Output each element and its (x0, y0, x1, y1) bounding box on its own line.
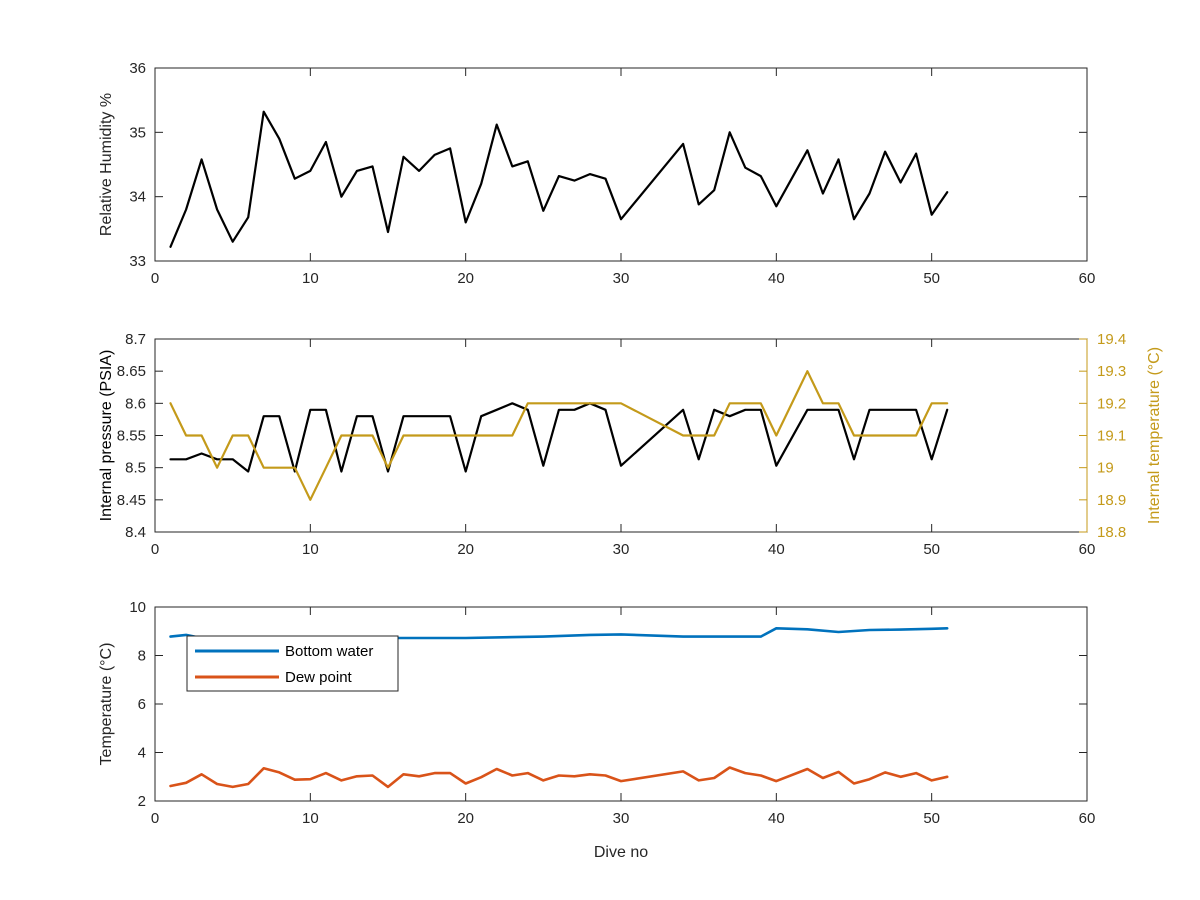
x-tick-label: 50 (923, 810, 940, 827)
x-tick-label: 30 (613, 541, 630, 558)
series-line-2-1 (169, 402, 949, 473)
y-axis-title: Internal pressure (PSIA) (98, 350, 115, 522)
x-tick-label: 0 (151, 270, 159, 287)
y-right-tick-label: 19.4 (1097, 331, 1126, 348)
subplot-3: 0 10 20 30 40 50 60 2 4 6 8 10 Temperature (°C) Dive … (98, 599, 1095, 861)
y-tick-label: 2 (138, 793, 146, 810)
x-tick-label: 60 (1079, 541, 1096, 558)
x-tick-label: 40 (768, 541, 785, 558)
x-tick-label: 10 (302, 270, 319, 287)
y-axis-title: Temperature (°C) (98, 643, 115, 766)
y-tick-label: 8.7 (125, 331, 146, 348)
legend-box (186, 635, 399, 692)
x-tick-label: 60 (1079, 270, 1096, 287)
y-axis-title-right: Internal temperature (°C) (1146, 347, 1163, 524)
y-axis-title: Relative Humidity % (98, 93, 115, 236)
x-tick-label: 50 (923, 541, 940, 558)
subplot-1: 0 10 20 30 40 50 60 33 34 35 36 Relative Humidity % (98, 60, 1095, 287)
y-tick-label: 10 (129, 599, 146, 616)
x-tick-label: 20 (457, 541, 474, 558)
x-tick-label: 30 (613, 270, 630, 287)
y-tick-label: 4 (138, 745, 146, 762)
y-tick-label: 8.45 (117, 492, 146, 509)
y-tick-label: 35 (129, 124, 146, 141)
legend-label: Bottom water (285, 643, 373, 660)
series-line-1-1 (169, 110, 949, 248)
y-right-tick-label: 18.9 (1097, 492, 1126, 509)
y-tick-label: 8.55 (117, 428, 146, 445)
x-tick-label: 30 (613, 810, 630, 827)
y-right-tick-label: 19.3 (1097, 363, 1126, 380)
y-tick-label: 36 (129, 60, 146, 77)
series-line-dew-point (169, 766, 949, 789)
x-axis-title: Dive no (594, 844, 648, 861)
x-tick-label: 60 (1079, 810, 1096, 827)
y-right-tick-label: 19 (1097, 460, 1114, 477)
x-tick-label: 10 (302, 541, 319, 558)
y-tick-label: 8.6 (125, 395, 146, 412)
y-tick-label: 6 (138, 696, 146, 713)
x-tick-label: 20 (457, 810, 474, 827)
y-right-tick-label: 18.8 (1097, 524, 1126, 541)
x-tick-label: 40 (768, 270, 785, 287)
x-tick-label: 0 (151, 810, 159, 827)
y-right-tick-label: 19.2 (1097, 395, 1126, 412)
x-tick-label: 40 (768, 810, 785, 827)
plot-area-frame (154, 338, 1088, 533)
y-tick-label: 8.4 (125, 524, 146, 541)
y-tick-label: 8.65 (117, 363, 146, 380)
plot-area-frame (154, 67, 1088, 262)
y-tick-label: 8.5 (125, 460, 146, 477)
series-line-2-2 (169, 370, 949, 501)
x-tick-label: 0 (151, 541, 159, 558)
x-tick-label: 50 (923, 270, 940, 287)
y-tick-label: 8 (138, 648, 146, 665)
y-right-tick-label: 19.1 (1097, 428, 1126, 445)
x-tick-label: 10 (302, 810, 319, 827)
y-tick-label: 33 (129, 253, 146, 270)
legend-label: Dew point (285, 669, 353, 686)
x-tick-label: 20 (457, 270, 474, 287)
subplot-2: 0 10 20 30 40 50 60 8.4 8.45 8.5 8.55 8.6 8.65 8.7 18.… (98, 331, 1163, 558)
y-tick-label: 34 (129, 189, 146, 206)
